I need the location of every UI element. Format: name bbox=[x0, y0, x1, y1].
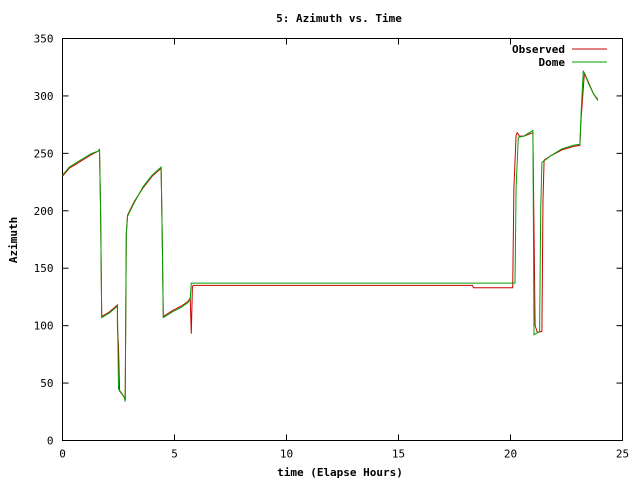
legend-label-observed: Observed bbox=[512, 43, 565, 56]
y-tick-label: 300 bbox=[34, 90, 54, 103]
x-tick-label: 20 bbox=[504, 448, 517, 461]
y-tick-label: 100 bbox=[34, 320, 54, 333]
y-tick-label: 150 bbox=[34, 262, 54, 275]
y-tick-label: 350 bbox=[34, 33, 54, 46]
y-axis-label: Azimuth bbox=[7, 217, 20, 263]
y-tick-label: 50 bbox=[40, 377, 53, 390]
x-tick-label: 5 bbox=[171, 448, 178, 461]
legend-label-dome: Dome bbox=[539, 56, 566, 69]
x-tick-label: 25 bbox=[616, 448, 629, 461]
y-tick-label: 0 bbox=[47, 435, 54, 448]
chart-title: 5: Azimuth vs. Time bbox=[276, 12, 402, 25]
x-axis-label: time (Elapse Hours) bbox=[277, 466, 403, 479]
series-line-dome bbox=[62, 70, 599, 402]
series-line-observed bbox=[62, 72, 599, 401]
plot-frame bbox=[62, 38, 623, 441]
y-tick-label: 200 bbox=[34, 205, 54, 218]
x-tick-label: 10 bbox=[280, 448, 293, 461]
x-tick-label: 15 bbox=[392, 448, 405, 461]
y-tick-label: 250 bbox=[34, 147, 54, 160]
series-lines bbox=[62, 70, 599, 402]
x-tick-label: 0 bbox=[59, 448, 66, 461]
